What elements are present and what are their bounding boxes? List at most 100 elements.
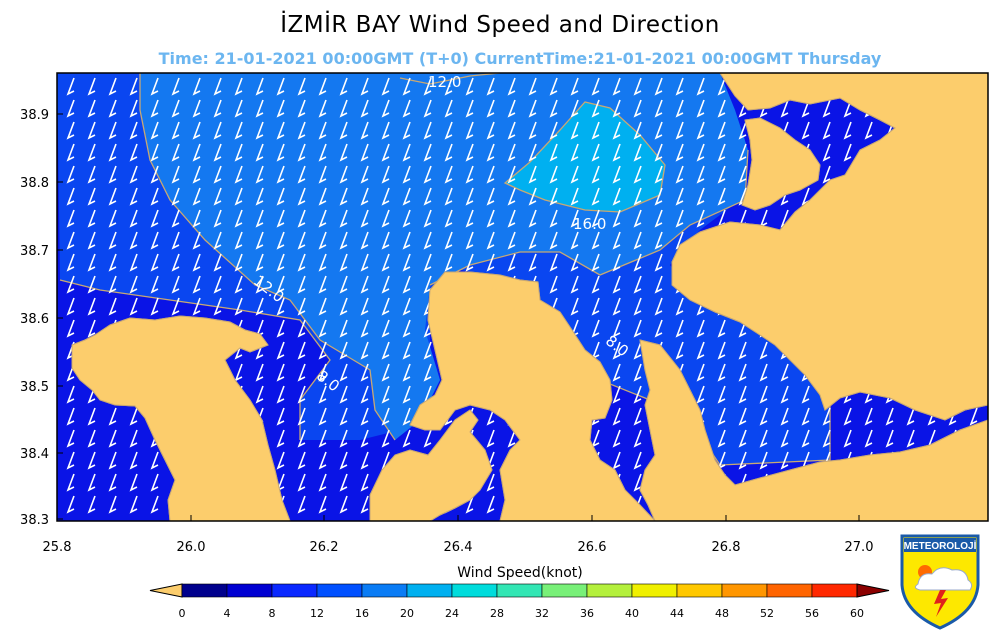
wind-barb [486, 209, 495, 228]
wind-barb [255, 143, 264, 162]
colorbar-swatch [541, 583, 588, 598]
land-central-south [369, 409, 493, 521]
wind-barb [717, 385, 726, 404]
wind-barb [87, 187, 96, 206]
wind-barb [528, 143, 537, 162]
lat-tick-label: 38.9 [20, 108, 49, 123]
wind-barb [402, 275, 411, 294]
wind-barb [444, 165, 453, 184]
colorbar-tick-label: 0 [179, 607, 186, 620]
land-east-mainland [671, 73, 988, 421]
wind-barb [612, 121, 621, 140]
wind-barb [255, 121, 264, 140]
wind-barb [801, 407, 810, 426]
wind-barb [339, 121, 348, 140]
wind-barb [738, 121, 747, 140]
wind-barb [381, 319, 390, 338]
wind-barb [612, 77, 621, 96]
wind-barb [318, 231, 327, 250]
wind-barb [213, 275, 222, 294]
wind-barb [150, 495, 159, 514]
wind-barb [150, 209, 159, 228]
wind-barb [213, 231, 222, 250]
wind-barb [297, 495, 306, 514]
colorbar-swatch [676, 583, 723, 598]
wind-barb [402, 319, 411, 338]
wind-barb [66, 99, 75, 118]
wind-barb [549, 231, 558, 250]
wind-barb [360, 209, 369, 228]
wind-barb [738, 165, 747, 184]
wind-barb [528, 99, 537, 118]
wind-barb [234, 187, 243, 206]
wind-barb [213, 165, 222, 184]
wind-barb [108, 473, 117, 492]
wind-barb [465, 495, 474, 514]
wind-barb [633, 385, 642, 404]
wind-barb [234, 165, 243, 184]
lon-tick-label: 26.0 [177, 540, 206, 555]
wind-barb [675, 341, 684, 360]
wind-barb [486, 473, 495, 492]
wind-barb [696, 165, 705, 184]
wind-barb [969, 407, 978, 426]
wind-barb [675, 187, 684, 206]
wind-barb [66, 77, 75, 96]
wind-barb [717, 121, 726, 140]
wind-barb [633, 407, 642, 426]
lat-tick-label: 38.6 [20, 312, 49, 327]
wind-barb [87, 209, 96, 228]
wind-barb [66, 495, 75, 514]
map-frame [56, 72, 989, 522]
wind-barb [276, 143, 285, 162]
contour-label-16: 16.0 [573, 215, 606, 233]
wind-barb [633, 121, 642, 140]
wind-barb [318, 99, 327, 118]
wind-barb [276, 209, 285, 228]
wind-barb [591, 165, 600, 184]
wind-barb [549, 187, 558, 206]
wind-barb [486, 253, 495, 272]
wind-barb [297, 209, 306, 228]
wind-barb [276, 99, 285, 118]
wind-barb [381, 231, 390, 250]
wind-barb [318, 473, 327, 492]
colorbar-tick-label: 32 [535, 607, 549, 620]
wind-barb [360, 363, 369, 382]
wind-barb [129, 209, 138, 228]
wind-barb [234, 275, 243, 294]
wind-barb [717, 99, 726, 118]
wind-barb [822, 165, 831, 184]
wind-barb [234, 209, 243, 228]
wind-barb [171, 143, 180, 162]
wind-barb [591, 99, 600, 118]
wind-barb [108, 297, 117, 316]
colorbar-tick-label: 8 [269, 607, 276, 620]
wind-barb [129, 495, 138, 514]
wind-barb [66, 231, 75, 250]
wind-barb [150, 473, 159, 492]
wind-barb [486, 429, 495, 448]
wind-barb [360, 165, 369, 184]
wind-barb [780, 451, 789, 470]
wind-barb [381, 385, 390, 404]
wind-barb [612, 231, 621, 250]
wind-barb [696, 209, 705, 228]
wind-barb [297, 99, 306, 118]
wind-barb [444, 187, 453, 206]
wind-barb [276, 319, 285, 338]
wind-barb [507, 231, 516, 250]
wind-barb [402, 231, 411, 250]
wind-barb [570, 99, 579, 118]
wind-barb [633, 187, 642, 206]
wind-barb [108, 121, 117, 140]
wind-barb [465, 121, 474, 140]
wind-barb [360, 495, 369, 514]
wind-barb [486, 99, 495, 118]
wind-barb [654, 99, 663, 118]
wind-barb [129, 253, 138, 272]
wind-barb [507, 99, 516, 118]
wind-barb [87, 429, 96, 448]
wind-barb [87, 495, 96, 514]
